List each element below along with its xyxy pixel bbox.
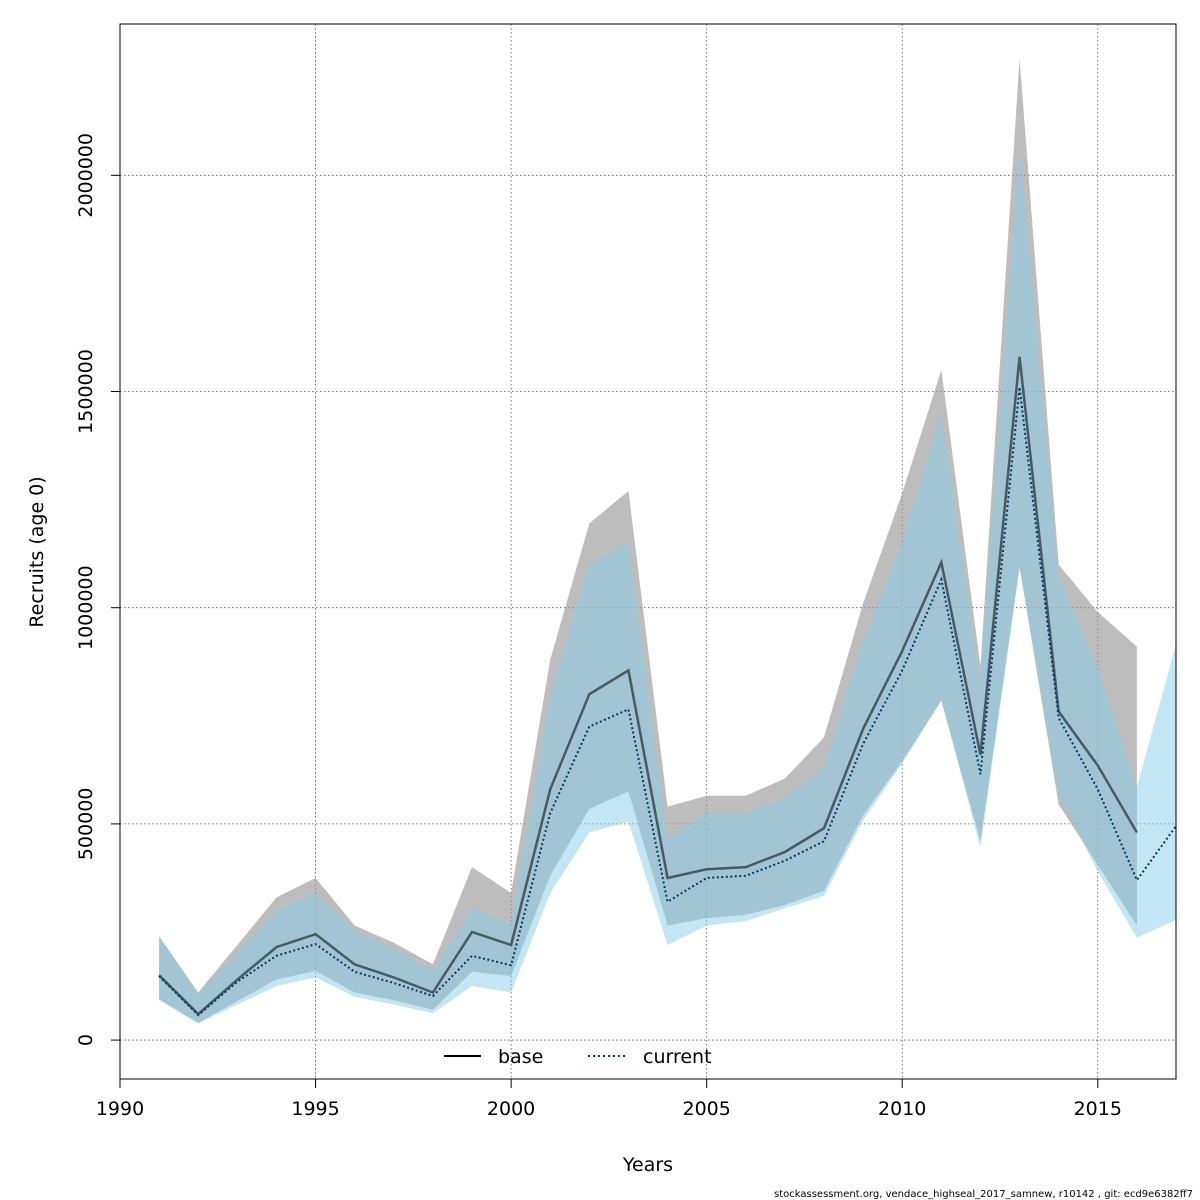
x-tick-label-1: 1995 [291, 1098, 339, 1120]
x-tick-label-3: 2005 [682, 1098, 730, 1120]
legend-label-base: base [498, 1046, 543, 1068]
confidence-bands [159, 58, 1177, 1024]
x-axis-title: Years [622, 1154, 673, 1176]
x-axis: 1990 1995 2000 2005 2010 2015 [96, 1078, 1122, 1120]
y-tick-label-4: 2000000 [75, 133, 97, 218]
series-lines [158, 356, 1177, 1017]
band-current [159, 145, 1177, 1024]
x-tick-label-2: 2000 [487, 1098, 535, 1120]
x-tick-label-0: 1990 [96, 1098, 144, 1120]
y-axis: 0 500000 1000000 1500000 2000000 [75, 133, 121, 1046]
x-tick-label-4: 2010 [878, 1098, 926, 1120]
footer-note: stockassessment.org, vendace_highseal_20… [774, 1189, 1193, 1200]
y-tick-label-3: 1500000 [75, 349, 97, 434]
y-tick-label-2: 1000000 [75, 565, 97, 650]
legend-label-current: current [643, 1046, 712, 1068]
x-tick-label-5: 2015 [1074, 1098, 1122, 1120]
line-base [158, 356, 1138, 1016]
y-axis-title: Recruits (age 0) [26, 476, 48, 627]
y-tick-label-1: 500000 [75, 788, 97, 861]
legend: base current [444, 1046, 712, 1068]
y-tick-label-0: 0 [75, 1034, 97, 1046]
